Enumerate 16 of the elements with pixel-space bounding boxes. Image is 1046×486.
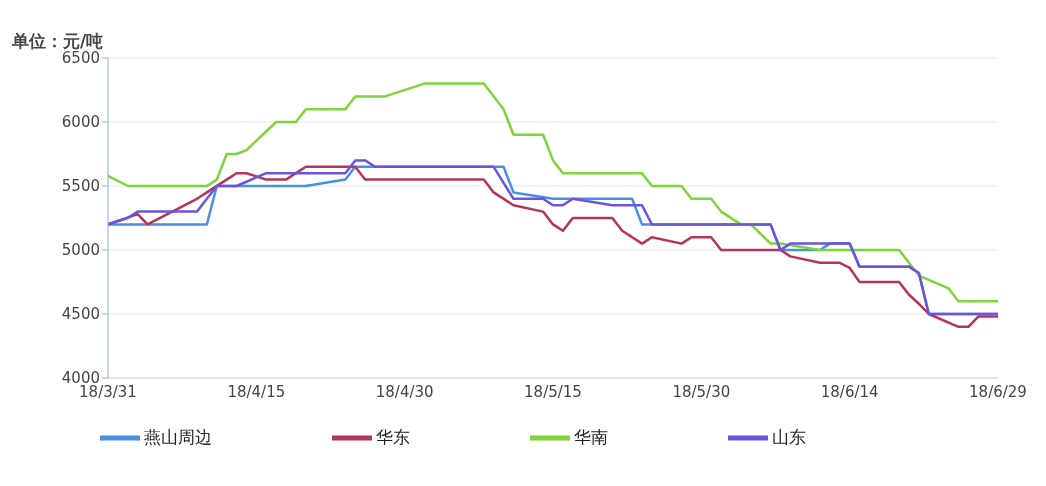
x-tick-label: 18/6/14 bbox=[820, 382, 879, 401]
y-tick-label: 6000 bbox=[61, 113, 100, 132]
legend-label: 华南 bbox=[574, 427, 608, 447]
y-tick-label: 5500 bbox=[61, 177, 100, 196]
y-axis-title: 单位：元/吨 bbox=[12, 30, 104, 51]
legend-label: 山东 bbox=[772, 427, 806, 447]
x-tick-label: 18/4/15 bbox=[227, 382, 286, 401]
y-tick-label: 4500 bbox=[61, 305, 100, 324]
x-tick-label: 18/4/30 bbox=[375, 382, 434, 401]
legend-label: 燕山周边 bbox=[144, 427, 212, 447]
x-tick-label: 18/6/29 bbox=[969, 382, 1027, 401]
legend-label: 华东 bbox=[376, 427, 410, 447]
x-tick-label: 18/5/15 bbox=[524, 382, 582, 401]
y-tick-label: 6500 bbox=[61, 49, 100, 68]
x-tick-label: 18/5/30 bbox=[672, 382, 731, 401]
y-tick-label: 5000 bbox=[61, 241, 100, 260]
